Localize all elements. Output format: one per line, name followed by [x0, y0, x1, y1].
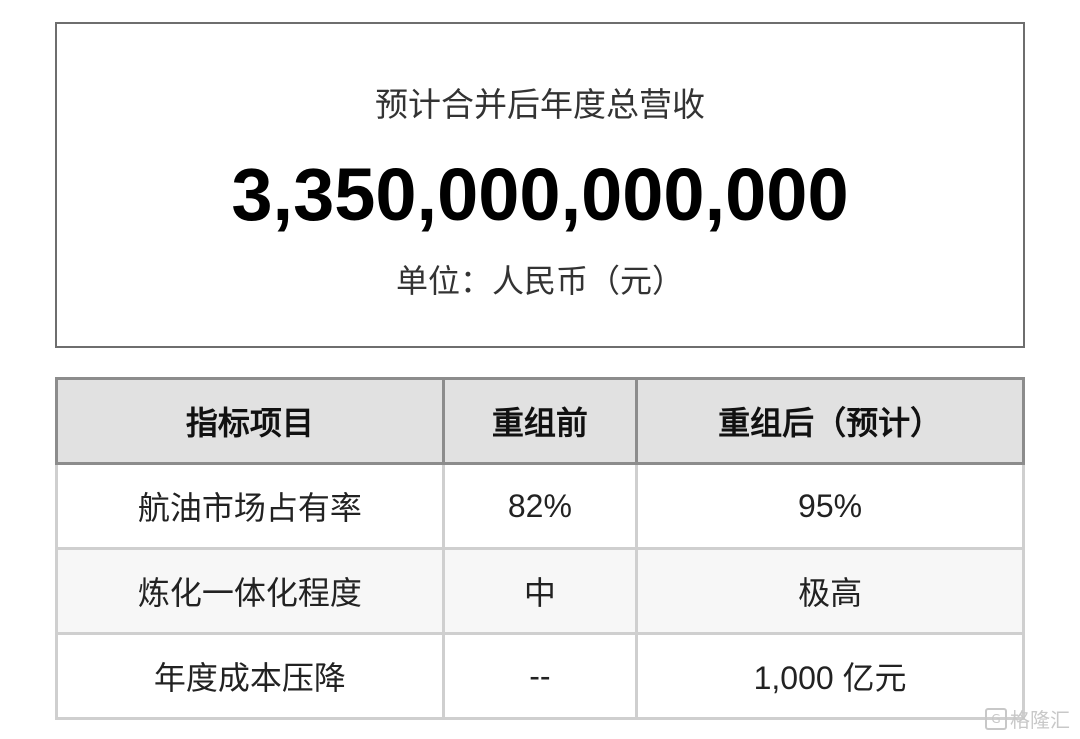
summary-value: 3,350,000,000,000 [231, 153, 849, 236]
cell-metric: 航油市场占有率 [55, 462, 445, 550]
cell-metric: 年度成本压降 [55, 632, 445, 720]
cell-before: 中 [441, 547, 639, 635]
table-row: 炼化一体化程度 中 极高 [55, 547, 1025, 635]
table-header-row: 指标项目 重组前 重组后（预计） [55, 377, 1025, 465]
gelonghui-logo-icon: G [985, 707, 1007, 730]
cell-before: -- [441, 632, 639, 720]
summary-unit: 单位：人民币（元） [395, 262, 684, 300]
cell-after: 1,000 亿元 [635, 632, 1025, 720]
header-before: 重组前 [441, 377, 639, 465]
header-after: 重组后（预计） [635, 377, 1025, 465]
cell-after: 极高 [635, 547, 1025, 635]
cell-before: 82% [441, 462, 639, 550]
header-metric: 指标项目 [55, 377, 445, 465]
summary-card: 预计合并后年度总营收 3,350,000,000,000 单位：人民币（元） [55, 22, 1025, 348]
cell-after: 95% [635, 462, 1025, 550]
watermark: G 格隆汇 [985, 704, 1070, 733]
table-row: 航油市场占有率 82% 95% [55, 462, 1025, 550]
cell-metric: 炼化一体化程度 [55, 547, 445, 635]
watermark-text: 格隆汇 [1010, 708, 1070, 732]
summary-title: 预计合并后年度总营收 [375, 85, 705, 124]
comparison-table: 指标项目 重组前 重组后（预计） 航油市场占有率 82% 95% 炼化一体化程度… [55, 377, 1025, 720]
table-row: 年度成本压降 -- 1,000 亿元 [55, 632, 1025, 720]
